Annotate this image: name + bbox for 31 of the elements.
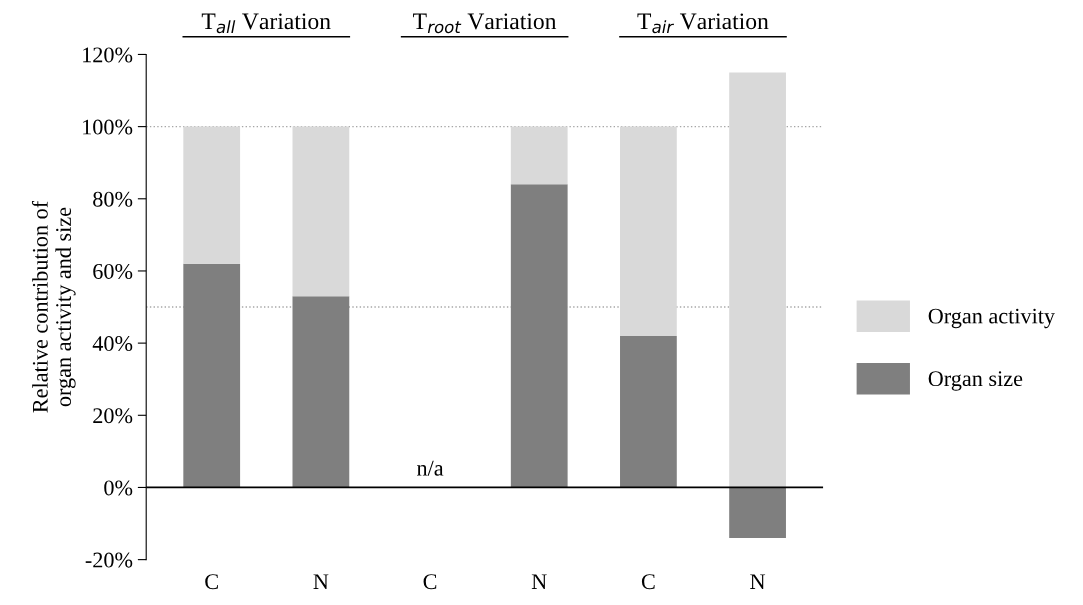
- bar: [510, 126, 568, 185]
- y-tick-label: 120%: [83, 47, 133, 63]
- y-tick-label: 20%: [93, 408, 133, 424]
- y-tick-label: 60%: [93, 263, 133, 279]
- bar: [292, 296, 350, 488]
- bar: [620, 126, 677, 336]
- bar: [183, 263, 241, 488]
- x-tick-label: C: [205, 574, 218, 590]
- y-tick-label: -20%: [85, 552, 133, 568]
- y-tick-label: 80%: [93, 191, 133, 207]
- legend-label: Organ size: [928, 371, 1023, 391]
- legend-label: Organ activity: [928, 308, 1055, 329]
- x-tick-label: C: [641, 574, 655, 590]
- text: T$_{air}$ Variation: [637, 13, 769, 34]
- y-tick-label: 0%: [104, 480, 133, 496]
- bar: [292, 126, 350, 297]
- x-tick-label: N: [750, 574, 766, 589]
- x-tick-label: N: [313, 574, 329, 589]
- bar: [729, 72, 786, 488]
- bar: [183, 126, 241, 264]
- y-tick-label: 100%: [83, 119, 133, 135]
- text: T$_{root}$ Variation: [413, 13, 557, 34]
- bar: [620, 335, 677, 488]
- bar: [729, 487, 786, 538]
- annotation: n/a: [416, 460, 444, 476]
- x-tick-label: N: [531, 574, 547, 589]
- bar: [510, 184, 568, 488]
- y-tick-label: 40%: [92, 336, 133, 352]
- text: T$_{all}$ Variation: [201, 13, 331, 34]
- y-axis-title: Relative contribution of organ activity and size: [31, 200, 76, 413]
- x-tick-label: C: [423, 574, 437, 590]
